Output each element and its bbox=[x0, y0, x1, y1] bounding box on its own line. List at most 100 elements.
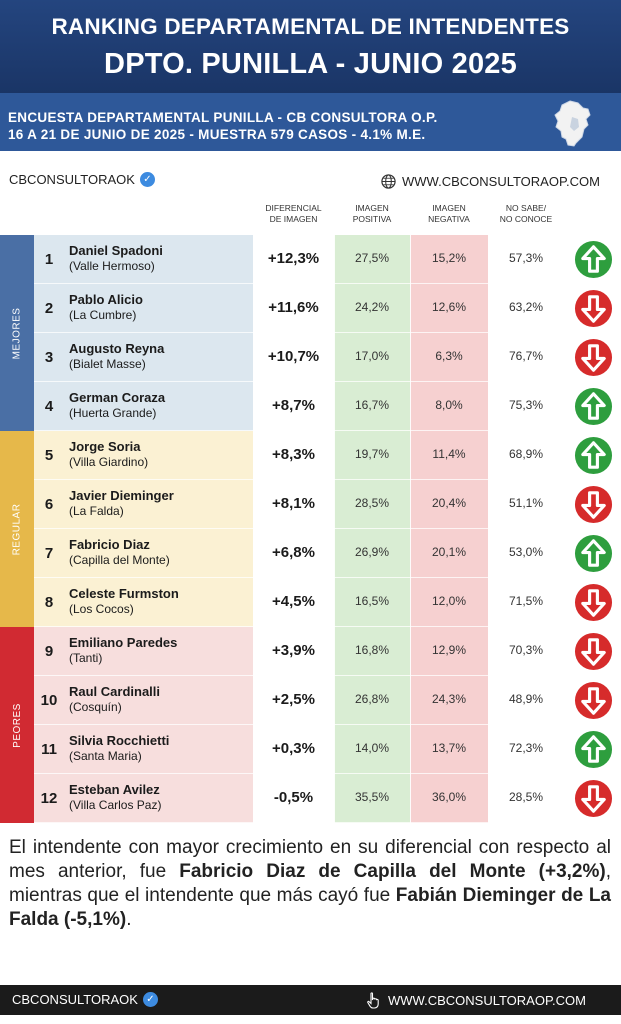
negativa-value: 8,0% bbox=[435, 398, 463, 412]
footer-website-url: WWW.CBCONSULTORAOP.COM bbox=[388, 993, 586, 1008]
mayor-name: Javier Dieminger bbox=[69, 488, 174, 503]
footer-brand: CBCONSULTORAOK ✓ bbox=[12, 992, 158, 1007]
mayor-town: (Tanti) bbox=[69, 651, 103, 665]
page-title: RANKING DEPARTAMENTAL DE INTENDENTES bbox=[51, 14, 570, 39]
footer-website: WWW.CBCONSULTORAOP.COM bbox=[366, 992, 586, 1009]
positiva-value: 16,5% bbox=[354, 594, 390, 608]
trend-up-arrow-icon bbox=[574, 436, 613, 475]
note-text-1: El intendente con mayor crecimiento en s… bbox=[9, 837, 611, 882]
rank-number: 4 bbox=[44, 398, 54, 415]
section-label-mejores: MEJORES bbox=[0, 235, 34, 431]
trend-circle bbox=[574, 681, 613, 720]
mayor-name: Augusto Reyna bbox=[69, 341, 165, 356]
header-diferencial-l1: DIFERENCIAL bbox=[265, 203, 322, 213]
trend-arrow-shape bbox=[581, 589, 606, 617]
rank-number: 8 bbox=[44, 594, 54, 611]
section-label-peores: PEORES bbox=[0, 627, 34, 823]
pointer-hand-icon bbox=[367, 992, 379, 1009]
diferencial-value: +11,6% bbox=[268, 299, 319, 316]
punilla-map-icon bbox=[554, 100, 591, 147]
diferencial-value: +2,5% bbox=[272, 691, 315, 708]
header-diferencial-l2: DE IMAGEN bbox=[269, 214, 318, 224]
mayor-name: Celeste Furmston bbox=[69, 586, 179, 601]
nosabe-value: 70,3% bbox=[508, 643, 544, 657]
negativa-value: 13,7% bbox=[431, 741, 467, 755]
mayor-name: Jorge Soria bbox=[69, 439, 141, 454]
column-separator bbox=[564, 235, 565, 823]
negativa-value: 6,3% bbox=[435, 349, 463, 363]
trend-down-arrow-icon bbox=[574, 289, 613, 328]
page-subtitle: DPTO. PUNILLA - JUNIO 2025 bbox=[104, 48, 517, 80]
mayor-town: (Santa Maria) bbox=[69, 749, 142, 763]
mayor-town: (Villa Giardino) bbox=[69, 455, 149, 469]
brand-handle: CBCONSULTORAOK ✓ bbox=[9, 172, 155, 187]
nosabe-value: 28,5% bbox=[508, 790, 544, 804]
title-banner: RANKING DEPARTAMENTAL DE INTENDENTES DPT… bbox=[0, 0, 621, 93]
trend-circle bbox=[574, 485, 613, 524]
trend-arrow-shape bbox=[581, 539, 606, 567]
table-row: 10 Raul Cardinalli (Cosquín) +2,5% 26,8% 24,3… bbox=[0, 676, 621, 725]
row-separator bbox=[34, 577, 564, 578]
row-separator bbox=[34, 626, 564, 627]
trend-down-arrow-icon bbox=[574, 632, 613, 671]
row-separator bbox=[34, 675, 564, 676]
trend-arrow-shape bbox=[581, 295, 606, 323]
rank-number: 10 bbox=[40, 692, 58, 709]
mayor-name: Raul Cardinalli bbox=[69, 684, 161, 699]
rank-number: 6 bbox=[44, 496, 54, 513]
diferencial-value: +4,5% bbox=[272, 593, 315, 610]
trend-down-arrow-icon bbox=[574, 485, 613, 524]
positiva-value: 35,5% bbox=[354, 790, 390, 804]
trend-arrow-shape bbox=[581, 392, 606, 420]
header-positiva-l2: POSITIVA bbox=[352, 214, 392, 224]
trend-arrow-shape bbox=[581, 735, 606, 763]
summary-note: El intendente con mayor crecimiento en s… bbox=[9, 836, 611, 932]
verified-badge-icon: ✓ bbox=[139, 172, 155, 187]
note-text-2: , mientras que el intendente que más cay… bbox=[9, 861, 611, 906]
mayor-town: (Los Cocos) bbox=[69, 602, 134, 616]
nosabe-value: 48,9% bbox=[508, 692, 544, 706]
mayor-town: (Bialet Masse) bbox=[69, 357, 146, 371]
header-nosabe-l2: NO CONOCE bbox=[499, 214, 553, 224]
negativa-value: 20,4% bbox=[431, 496, 467, 510]
negativa-value: 12,0% bbox=[431, 594, 467, 608]
positiva-column bbox=[334, 235, 410, 823]
negativa-value: 12,6% bbox=[431, 300, 467, 314]
rank-number: 5 bbox=[44, 447, 54, 464]
negativa-value: 15,2% bbox=[431, 251, 467, 265]
positiva-value: 26,9% bbox=[354, 545, 390, 559]
section-band bbox=[34, 235, 253, 431]
header-negativa-l1: IMAGEN bbox=[432, 203, 466, 213]
mayor-name: German Coraza bbox=[69, 390, 166, 405]
diferencial-value: +3,9% bbox=[272, 642, 315, 659]
header-negativa-l2: NEGATIVA bbox=[428, 214, 470, 224]
table-row: 12 Esteban Avilez (Villa Carlos Paz) -0,5% 3… bbox=[0, 774, 621, 823]
survey-banner: ENCUESTA DEPARTAMENTAL PUNILLA - CB CONS… bbox=[0, 93, 621, 151]
row-separator bbox=[34, 528, 564, 529]
mayor-town: (La Falda) bbox=[69, 504, 124, 518]
diferencial-value: +0,3% bbox=[272, 740, 315, 757]
rank-number: 7 bbox=[44, 545, 54, 562]
row-separator bbox=[34, 822, 564, 823]
mayor-town: (Capilla del Monte) bbox=[69, 553, 170, 567]
nosabe-value: 51,1% bbox=[508, 496, 544, 510]
row-separator bbox=[34, 479, 564, 480]
table-row: 1 Daniel Spadoni (Valle Hermoso) +12,3% 27,5… bbox=[0, 235, 621, 284]
trend-circle bbox=[574, 387, 613, 426]
trend-up-arrow-icon bbox=[574, 387, 613, 426]
trend-arrow-shape bbox=[581, 441, 606, 469]
trend-circle bbox=[574, 583, 613, 622]
diferencial-value: -0,5% bbox=[273, 789, 314, 806]
trend-down-arrow-icon bbox=[574, 338, 613, 377]
column-separator bbox=[253, 235, 254, 823]
positiva-value: 19,7% bbox=[354, 447, 390, 461]
positiva-value: 28,5% bbox=[354, 496, 390, 510]
trend-arrow-shape bbox=[581, 491, 606, 519]
column-separator bbox=[334, 235, 335, 823]
nosabe-value: 71,5% bbox=[508, 594, 544, 608]
trend-arrow-shape bbox=[581, 638, 606, 666]
table-row: 2 Pablo Alicio (La Cumbre) +11,6% 24,2% 12,6%… bbox=[0, 284, 621, 333]
header-positiva: IMAGEN POSITIVA bbox=[334, 203, 410, 225]
footer-verified-badge-icon: ✓ bbox=[142, 992, 158, 1007]
diferencial-value: +8,3% bbox=[272, 446, 315, 463]
